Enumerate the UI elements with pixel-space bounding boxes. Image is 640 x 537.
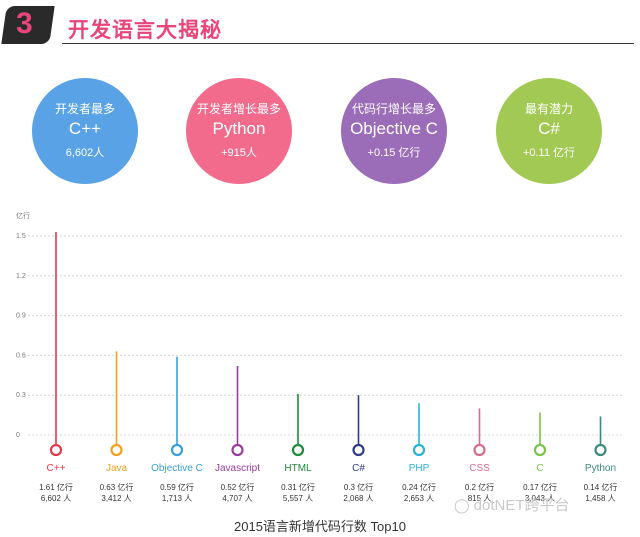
value-label-0: 1.61 亿行 — [39, 482, 73, 492]
stat-language: Objective C — [350, 119, 438, 138]
stat-language: Python — [212, 119, 266, 138]
y-tick-label: 0 — [16, 432, 20, 439]
value-label-1: 0.63 亿行 — [100, 482, 134, 492]
category-label-4: HTML — [284, 463, 312, 474]
bar-marker-3 — [231, 443, 244, 457]
stat-circle-code-growth: 代码行增长最多 Objective C +0.15 亿行 — [341, 78, 447, 184]
stat-language: C++ — [68, 119, 102, 138]
bar-marker-2 — [170, 443, 184, 457]
stat-value: 6,602人 — [65, 147, 105, 159]
value-label-8: 0.17 亿行 — [523, 482, 557, 492]
y-tick-label: 0.6 — [16, 352, 26, 359]
bar-marker-4 — [291, 443, 305, 457]
y-tick-label: 0.9 — [16, 313, 26, 320]
category-label-5: C# — [352, 463, 365, 474]
developer-label-4: 5,557 人 — [283, 494, 313, 503]
section-title: 开发语言大揭秘 — [68, 19, 222, 42]
developer-label-5: 2,068 人 — [343, 494, 373, 503]
developer-label-2: 1,713 人 — [162, 494, 192, 503]
bar-marker-8 — [533, 443, 547, 457]
developer-label-0: 6,602 人 — [41, 494, 71, 503]
stat-value: +915人 — [221, 147, 257, 159]
developer-label-9: 1,458 人 — [585, 494, 615, 503]
y-tick-label: 1.5 — [16, 233, 26, 240]
stat-value: +0.15 亿行 — [367, 147, 421, 159]
stat-circle-developer-growth: 开发者增长最多 Python +915人 — [186, 78, 292, 184]
developer-label-3: 4,707 人 — [222, 494, 252, 503]
stat-circle-most-potential: 最有潜力 C# +0.11 亿行 — [496, 78, 602, 184]
stat-language: C# — [538, 119, 560, 138]
value-label-3: 0.52 亿行 — [221, 482, 255, 492]
bar-marker-1 — [110, 443, 123, 457]
category-label-1: Java — [106, 463, 128, 474]
stat-title: 开发者最多 — [54, 102, 115, 116]
y-axis-unit: 亿行 — [16, 211, 30, 220]
section-divider — [62, 43, 634, 44]
watermark-text: dotNET跨平台 — [473, 497, 570, 514]
category-label-2: Objective C — [151, 463, 203, 474]
bar-marker-5 — [352, 443, 365, 457]
bar-marker-0 — [49, 443, 63, 457]
category-label-3: Javascript — [215, 463, 260, 474]
category-label-9: Python — [585, 463, 616, 474]
stat-title: 代码行增长最多 — [351, 102, 436, 116]
value-label-2: 0.59 亿行 — [160, 482, 194, 492]
chart-title: 2015语言新增代码行数 Top10 — [234, 519, 406, 534]
category-label-8: C — [536, 463, 543, 474]
developer-label-6: 2,653 人 — [404, 494, 434, 503]
y-tick-label: 0.3 — [16, 392, 26, 399]
watermark: ◯ dotNET跨平台 — [454, 494, 570, 515]
value-label-5: 0.3 亿行 — [344, 482, 373, 492]
developer-label-8: 3,043 人 — [525, 494, 555, 503]
developer-label-1: 3,412 人 — [101, 494, 131, 503]
y-tick-label: 1.2 — [16, 273, 26, 280]
stat-circle-most-developers: 开发者最多 C++ 6,602人 — [32, 78, 138, 184]
bar-marker-9 — [594, 443, 607, 457]
category-label-7: CSS — [469, 463, 490, 474]
value-label-6: 0.24 亿行 — [402, 482, 436, 492]
category-label-6: PHP — [409, 463, 430, 474]
bar-marker-7 — [473, 443, 486, 457]
section-header: 3 开发语言大揭秘 — [0, 0, 640, 48]
value-label-9: 0.14 亿行 — [584, 482, 618, 492]
value-label-7: 0.2 亿行 — [465, 482, 494, 492]
wechat-icon: ◯ — [454, 497, 470, 513]
stat-title: 最有潜力 — [524, 102, 573, 116]
category-label-0: C++ — [47, 463, 66, 474]
bar-marker-6 — [412, 443, 426, 457]
developer-label-7: 815 人 — [468, 494, 492, 503]
lines-of-code-chart: 亿行 0 0.3 0.6 0.9 1.2 1.5 C++ 1.61 亿行 6,602 人 Java 0… — [16, 211, 622, 503]
section-number: 3 — [16, 7, 33, 40]
value-label-4: 0.31 亿行 — [281, 482, 315, 492]
stat-value: +0.11 亿行 — [522, 147, 576, 159]
stat-title: 开发者增长最多 — [196, 102, 281, 116]
